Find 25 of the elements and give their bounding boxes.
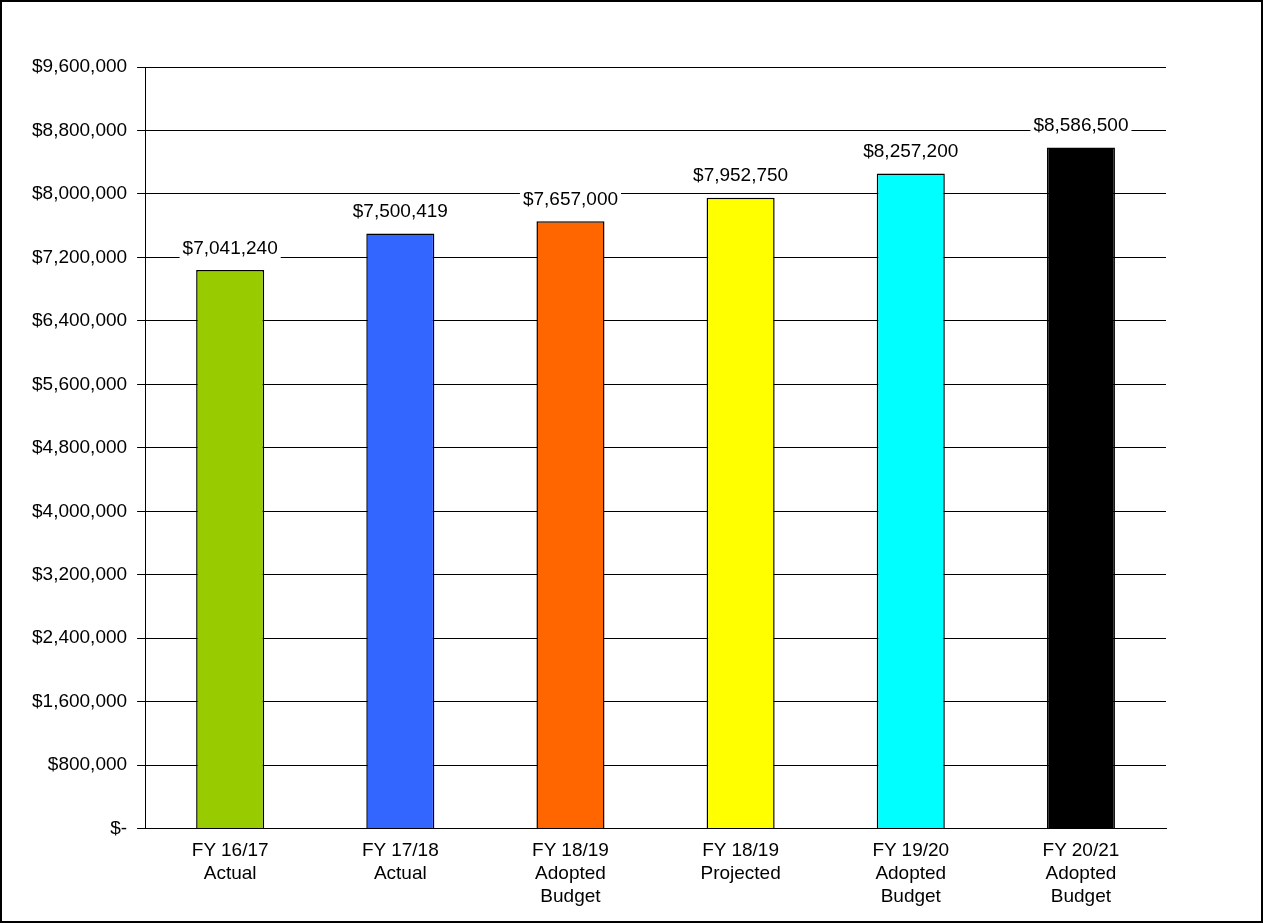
y-tick-label: $4,800,000: [32, 436, 128, 458]
data-label: $7,500,419: [352, 200, 448, 222]
x-tick-label: FY 20/21 Adopted Budget: [1042, 839, 1120, 906]
y-tick-label: $5,600,000: [32, 372, 128, 394]
y-tick-label: $2,400,000: [32, 626, 128, 648]
data-label: $8,586,500: [1033, 114, 1129, 136]
x-tick-label: FY 18/19 Projected: [700, 839, 781, 884]
y-tick-label: $8,000,000: [32, 182, 128, 204]
x-tick-label: FY 16/17 Actual: [191, 839, 269, 884]
y-tick-label: $8,800,000: [32, 118, 128, 140]
y-tick-label: $9,600,000: [32, 55, 128, 77]
y-tick-label: $3,200,000: [32, 562, 128, 584]
x-tick-label: FY 19/20 Adopted Budget: [872, 839, 950, 906]
y-tick-label: $-: [110, 816, 128, 838]
y-tick-label: $7,200,000: [32, 245, 128, 267]
x-tick-label: FY 18/19 Adopted Budget: [532, 839, 609, 906]
y-tick-label: $800,000: [47, 753, 128, 775]
y-tick-label: $4,000,000: [32, 499, 128, 521]
x-tick-label: FY 17/18 Actual: [361, 839, 439, 884]
data-label: $8,257,200: [863, 140, 959, 162]
data-label: $7,657,000: [522, 187, 619, 209]
y-tick-label: $6,400,000: [32, 309, 128, 331]
data-label: $7,952,750: [693, 164, 789, 186]
y-tick-label: $1,600,000: [32, 689, 128, 711]
data-label: $7,041,240: [182, 236, 278, 258]
